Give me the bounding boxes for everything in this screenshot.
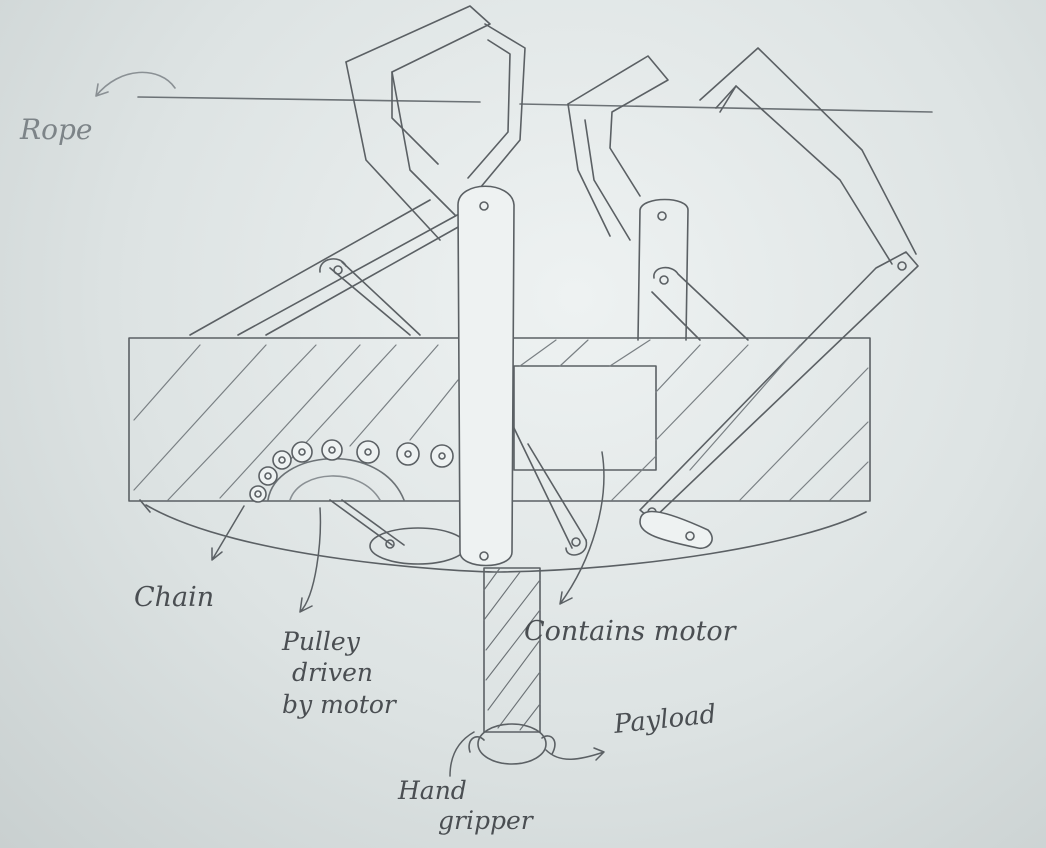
rear-struts bbox=[189, 199, 471, 336]
rope-label: Rope bbox=[20, 113, 93, 146]
pulley-arrow bbox=[299, 507, 322, 613]
left-upper-arm bbox=[345, 5, 526, 241]
middle-arm bbox=[567, 55, 669, 241]
motor-link bbox=[513, 427, 588, 556]
contains-motor-label: Contains motor bbox=[524, 616, 736, 647]
right-links bbox=[637, 198, 749, 341]
pulley-label-line1: Pulley bbox=[282, 627, 360, 656]
hand-gripper-label-line2: gripper bbox=[438, 805, 533, 835]
hand-gripper bbox=[468, 723, 556, 765]
chain bbox=[249, 439, 454, 503]
right-arm bbox=[639, 47, 919, 521]
pulley-label-line3: by motor bbox=[282, 689, 396, 719]
hand-gripper-label: Hand gripper bbox=[398, 776, 533, 835]
rope-line bbox=[137, 96, 933, 113]
hand-arrow bbox=[449, 731, 475, 777]
contains-motor-arrow bbox=[559, 451, 605, 605]
shaft bbox=[483, 567, 541, 733]
chain-label: Chain bbox=[134, 582, 215, 613]
pulley-label-line2: driven bbox=[292, 658, 373, 688]
right-lower-link bbox=[639, 510, 713, 550]
pulley-label: Pulley driven by motor bbox=[282, 626, 396, 720]
chain-arrow bbox=[211, 505, 245, 561]
hand-gripper-label-line1: Hand bbox=[398, 776, 467, 805]
pulley bbox=[267, 457, 467, 565]
rope-arrow bbox=[95, 71, 176, 97]
payload-arrow bbox=[545, 747, 605, 761]
central-link bbox=[457, 185, 515, 567]
